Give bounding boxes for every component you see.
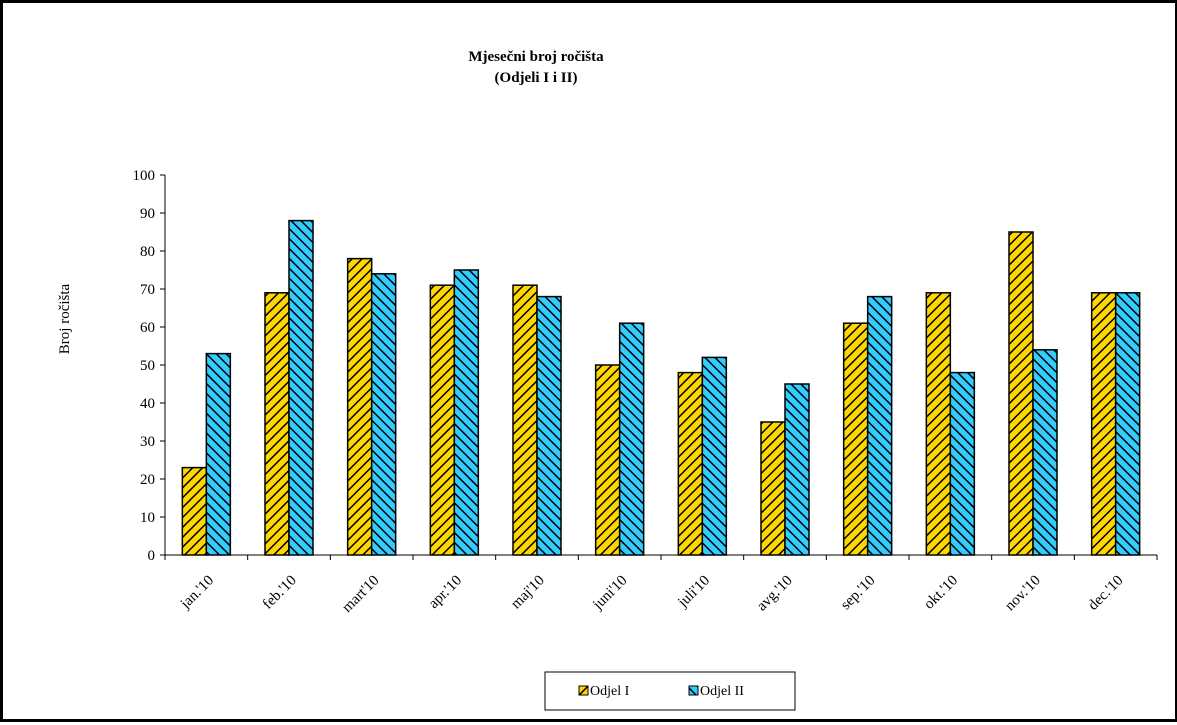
x-tick-label: juni'10 xyxy=(589,573,630,614)
bar-odjel-1 xyxy=(430,285,454,555)
chart-subtitle: (Odjeli I i II) xyxy=(495,70,578,86)
bar-odjel-2 xyxy=(454,270,478,555)
y-tick-label: 90 xyxy=(140,206,155,222)
legend-label-odjel-1: Odjel I xyxy=(590,684,630,699)
x-tick-label: okt.'10 xyxy=(921,573,961,613)
x-tick-label: juli'10 xyxy=(674,573,713,612)
y-tick-label: 80 xyxy=(140,244,155,260)
y-tick-label: 50 xyxy=(140,358,155,374)
x-tick-label: feb.'10 xyxy=(260,573,300,613)
bar-odjel-2 xyxy=(206,354,230,555)
y-tick-label: 70 xyxy=(140,282,155,298)
legend-swatch-odjel-1 xyxy=(579,686,588,695)
bar-odjel-2 xyxy=(1116,293,1140,555)
y-tick-label: 10 xyxy=(140,510,155,526)
x-tick-label: sep.'10 xyxy=(838,573,879,614)
bar-odjel-1 xyxy=(1009,232,1033,555)
bar-odjel-2 xyxy=(868,297,892,555)
bar-odjel-1 xyxy=(761,422,785,555)
bar-odjel-1 xyxy=(348,259,372,555)
bar-odjel-2 xyxy=(950,373,974,555)
y-tick-label: 40 xyxy=(140,396,155,412)
bar-odjel-1 xyxy=(678,373,702,555)
y-axis-ticks: 0 10 20 30 40 50 60 70 80 90 100 xyxy=(133,168,166,564)
bar-odjel-2 xyxy=(289,221,313,555)
legend-swatch-odjel-2 xyxy=(689,686,698,695)
x-tick-label: maj'10 xyxy=(508,573,548,613)
bar-odjel-1 xyxy=(596,365,620,555)
x-tick-label: dec.'10 xyxy=(1085,573,1126,614)
legend-label-odjel-2: Odjel II xyxy=(700,684,744,699)
x-tick-label: apr.'10 xyxy=(426,573,465,612)
bar-odjel-1 xyxy=(926,293,950,555)
y-tick-label: 60 xyxy=(140,320,155,336)
bar-odjel-2 xyxy=(702,357,726,555)
bar-odjel-2 xyxy=(620,323,644,555)
x-tick-label: mart'10 xyxy=(339,573,382,616)
bar-odjel-1 xyxy=(1092,293,1116,555)
bars xyxy=(182,221,1139,555)
chart-svg: Mjesečni broj ročišta (Odjeli I i II) Br… xyxy=(3,3,1175,720)
bar-odjel-1 xyxy=(265,293,289,555)
bar-odjel-1 xyxy=(844,323,868,555)
legend: Odjel I Odjel II xyxy=(545,672,795,710)
bar-odjel-2 xyxy=(537,297,561,555)
bar-odjel-1 xyxy=(513,285,537,555)
bar-odjel-1 xyxy=(182,468,206,555)
y-tick-label: 100 xyxy=(133,168,156,184)
x-tick-label: nov.'10 xyxy=(1002,573,1044,615)
y-axis-label: Broj ročišta xyxy=(57,283,73,354)
bar-odjel-2 xyxy=(785,384,809,555)
y-tick-label: 20 xyxy=(140,472,155,488)
y-tick-label: 0 xyxy=(148,548,156,564)
x-tick-label: jan.'10 xyxy=(177,573,217,613)
chart-title: Mjesečni broj ročišta xyxy=(468,49,604,65)
x-axis-labels: jan.'10 feb.'10 mart'10 apr.'10 maj'10 juni'1… xyxy=(165,555,1157,616)
bar-odjel-2 xyxy=(372,274,396,555)
x-tick-label: avg.'10 xyxy=(754,573,796,615)
bar-odjel-2 xyxy=(1033,350,1057,555)
y-tick-label: 30 xyxy=(140,434,155,450)
